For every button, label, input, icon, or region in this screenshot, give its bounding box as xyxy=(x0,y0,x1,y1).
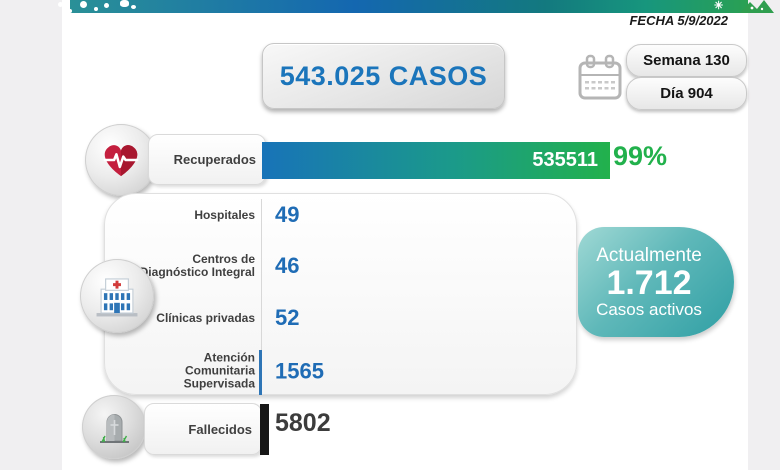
row-cdi: Centros de Diagnóstico Integral 46 xyxy=(105,253,576,279)
active-breakdown-panel: Hospitales 49 Centros de Diagnóstico Int… xyxy=(104,193,577,395)
paint-speck xyxy=(131,5,136,9)
acs-value-bar xyxy=(259,350,262,395)
deaths-icon-circle xyxy=(82,395,146,459)
paint-splat xyxy=(120,0,129,7)
row-clinicas-value: 52 xyxy=(275,305,300,330)
panel-divider xyxy=(261,199,262,389)
paint-speck xyxy=(68,9,72,13)
active-cases-line2: Casos activos xyxy=(596,299,702,319)
active-cases-box: Actualmente 1.712 Casos activos xyxy=(578,227,734,337)
row-acs: Atención Comunitaria Supervisada 1565 xyxy=(105,350,576,391)
week-badge-label: Semana 130 xyxy=(643,52,730,69)
calendar-icon xyxy=(578,54,622,100)
total-cases-box: 543.025 CASOS xyxy=(262,43,505,109)
paint-speck xyxy=(104,3,109,8)
paint-speck xyxy=(80,1,87,8)
deaths-value-bar xyxy=(260,404,269,455)
row-hospitales-value: 49 xyxy=(275,202,300,227)
right-margin-strip xyxy=(748,0,780,470)
recovered-value: 535511 xyxy=(532,149,598,171)
recovered-percent: 99% xyxy=(613,141,668,171)
total-cases-value: 543.025 CASOS xyxy=(279,60,488,91)
logo-mountain-icon xyxy=(740,0,774,13)
left-margin-strip xyxy=(0,0,62,470)
hospital-building-icon xyxy=(96,278,138,317)
top-gradient-band xyxy=(70,0,748,13)
recovered-bar: 535511 xyxy=(262,142,610,179)
date-label: FECHA 5/9/2022 xyxy=(629,13,728,28)
deaths-label-box: Fallecidos xyxy=(144,403,262,455)
active-cases-line1: Actualmente xyxy=(596,244,702,266)
paint-speck xyxy=(94,7,98,11)
recovered-label: Recuperados xyxy=(173,152,256,167)
recovered-label-box: Recuperados xyxy=(148,134,266,185)
week-badge: Semana 130 xyxy=(626,44,747,77)
deaths-value: 5802 xyxy=(275,409,331,437)
row-hospitales: Hospitales 49 xyxy=(105,202,576,228)
hospital-icon-circle xyxy=(80,259,154,333)
heart-pulse-icon xyxy=(103,145,139,177)
row-cdi-label: Centros de Diagnóstico Integral xyxy=(139,252,255,279)
day-badge-label: Día 904 xyxy=(660,85,713,102)
paint-speck xyxy=(58,2,63,7)
deaths-label: Fallecidos xyxy=(188,421,252,437)
tombstone-icon xyxy=(100,414,129,443)
row-acs-label: Atención Comunitaria Supervisada xyxy=(183,350,255,391)
row-hospitales-label: Hospitales xyxy=(194,207,255,222)
row-clinicas-label: Clínicas privadas xyxy=(156,310,255,325)
row-clinicas: Clínicas privadas 52 xyxy=(105,305,576,331)
active-cases-value: 1.712 xyxy=(606,263,692,302)
row-acs-value: 1565 xyxy=(275,358,324,383)
recovered-icon-circle xyxy=(85,124,157,196)
day-badge: Día 904 xyxy=(626,77,747,110)
row-cdi-value: 46 xyxy=(275,253,300,278)
virus-icon: ✳ xyxy=(714,0,724,12)
